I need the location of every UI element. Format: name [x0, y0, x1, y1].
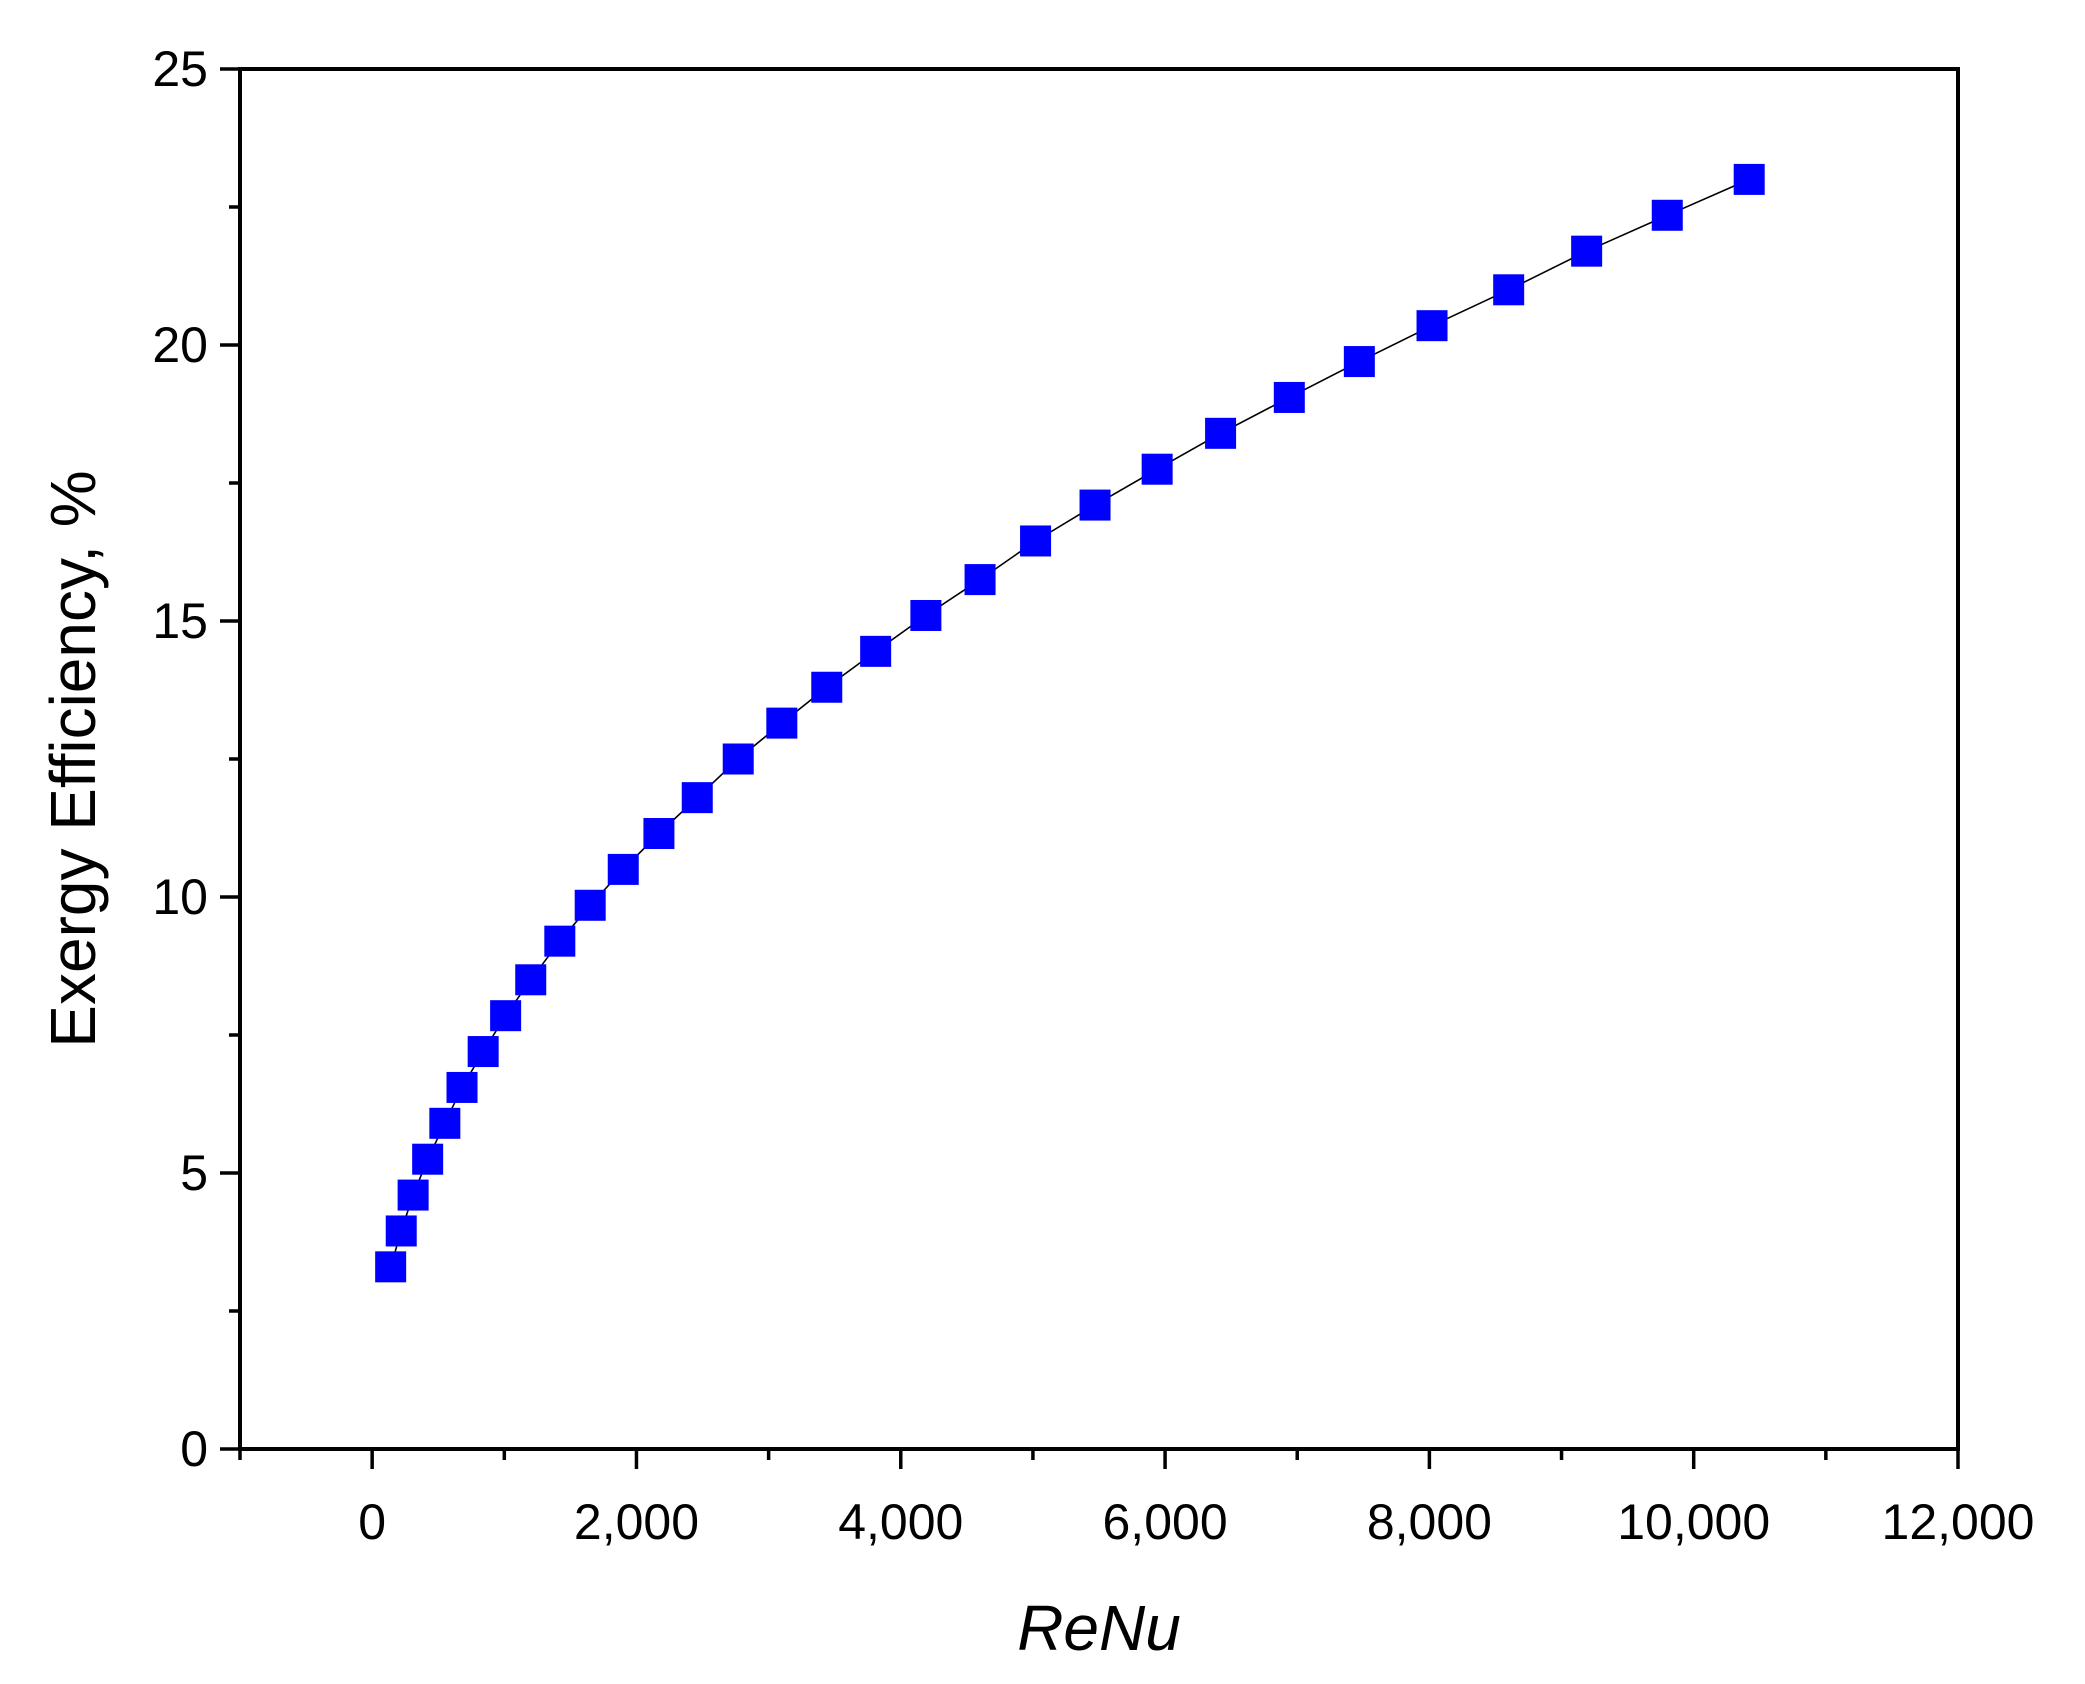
data-point-marker: [429, 1107, 461, 1139]
data-point-marker: [544, 925, 576, 957]
data-point-marker: [1343, 346, 1375, 378]
x-tick-label: 4,000: [838, 1494, 963, 1550]
x-tick-label: 0: [358, 1494, 386, 1550]
data-point-marker: [1079, 489, 1111, 521]
x-axis-title: ReNu: [1017, 1592, 1181, 1664]
data-point-marker: [643, 818, 675, 850]
data-series: [375, 163, 1765, 1283]
data-point-marker: [860, 635, 892, 667]
data-point-marker: [811, 671, 843, 703]
data-point-marker: [1571, 235, 1603, 267]
y-axis-title: Exergy Efficiency, %: [37, 470, 109, 1047]
x-tick-label: 12,000: [1882, 1494, 2035, 1550]
data-point-marker: [722, 743, 754, 775]
data-point-marker: [574, 889, 606, 921]
data-point-marker: [964, 564, 996, 596]
plot-area: [240, 69, 1958, 1449]
data-point-marker: [467, 1036, 499, 1068]
x-tick-label: 2,000: [574, 1494, 699, 1550]
data-point-marker: [375, 1251, 407, 1283]
y-axis-ticks: 0 5 10 15 20 25: [152, 41, 240, 1477]
y-tick-label: 15: [152, 593, 208, 649]
y-tick-label: 10: [152, 869, 208, 925]
data-point-marker: [681, 782, 713, 814]
data-point-marker: [1493, 274, 1525, 306]
x-tick-label: 6,000: [1103, 1494, 1228, 1550]
data-point-marker: [412, 1143, 444, 1175]
data-point-marker: [385, 1215, 417, 1247]
data-point-marker: [446, 1071, 478, 1103]
y-tick-label: 5: [180, 1145, 208, 1201]
data-point-marker: [607, 853, 639, 885]
data-point-marker: [1273, 381, 1305, 413]
x-tick-label: 10,000: [1617, 1494, 1770, 1550]
data-point-marker: [1416, 310, 1448, 342]
data-point-marker: [1651, 199, 1683, 231]
plot-frame: [238, 67, 1960, 1451]
data-point-marker: [1733, 163, 1765, 195]
data-point-marker: [515, 964, 547, 996]
x-tick-label: 8,000: [1367, 1494, 1492, 1550]
data-point-marker: [490, 1000, 522, 1032]
data-point-marker: [397, 1179, 429, 1211]
y-tick-label: 25: [152, 41, 208, 97]
y-tick-label: 20: [152, 317, 208, 373]
x-axis-ticks: 0 2,000 4,000 6,000 8,000 10,000 12,000: [238, 1449, 2035, 1550]
data-point-marker: [910, 599, 942, 631]
data-point-marker: [1020, 525, 1052, 557]
data-point-marker: [1205, 417, 1237, 449]
data-point-marker: [1141, 453, 1173, 485]
y-tick-label: 0: [180, 1421, 208, 1477]
data-point-marker: [766, 707, 798, 739]
